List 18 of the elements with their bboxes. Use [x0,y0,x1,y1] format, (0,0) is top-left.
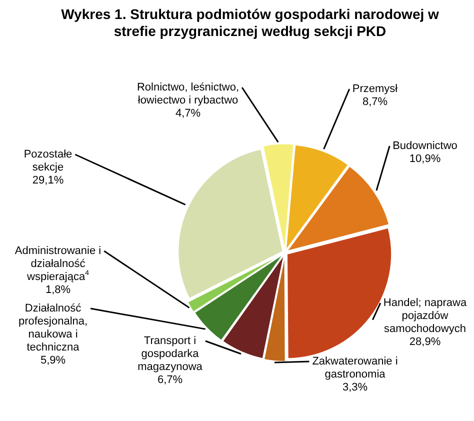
data-label: 3,3% [342,382,368,394]
slice-label: Handel; naprawa pojazdów samochodowych [383,297,468,336]
slice-label: Rolnictwo, leśnictwo, łowiectwo i rybactwo [136,82,240,107]
slice-label: Budownictwo [392,140,458,152]
data-label: 28,9% [409,336,441,348]
data-label: 1,8% [45,284,71,296]
data-label: 29,1% [32,174,64,187]
data-label: 10,9% [409,153,441,166]
slice-label: Pozostałe sekcje [24,148,72,174]
slice-label: Zakwaterowanie i gastronomia [312,356,398,381]
data-label: 4,7% [175,108,201,120]
slice-label: Działalność profesjonalna, naukowa i techniczna [18,302,88,354]
slice-label: Transport i gospodarka magazynowa [138,335,204,374]
chart-title: Wykres 1. Struktura podmiotów gospodarki narodowej w strefie przygranicznej według sekcji PKD [60,6,440,40]
data-label: 5,9% [40,354,66,367]
slice-label: Przemysł [352,83,398,96]
data-label: 6,7% [157,374,183,386]
data-label: 8,7% [362,96,388,108]
